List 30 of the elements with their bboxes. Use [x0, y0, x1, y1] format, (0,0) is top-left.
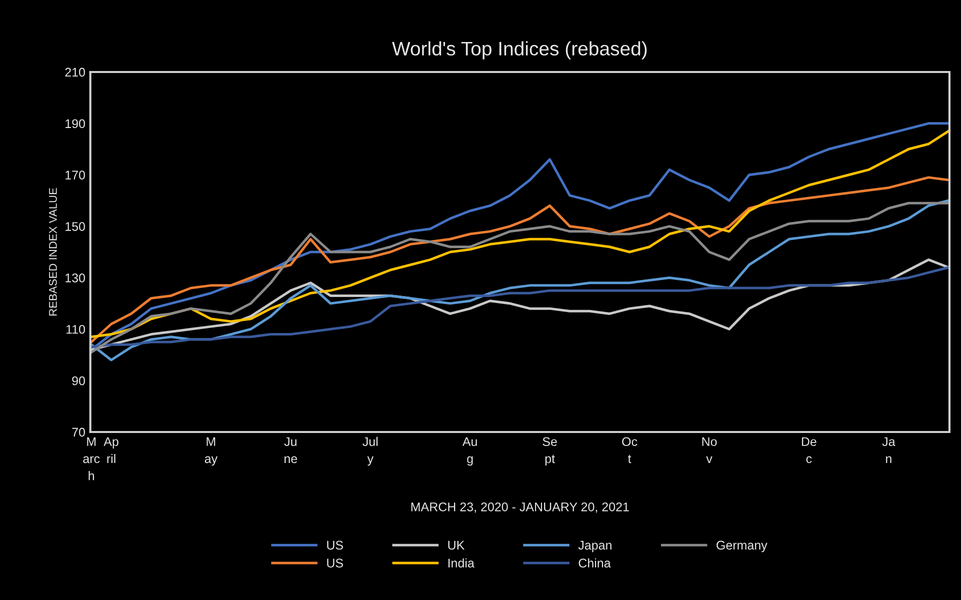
y-tick-label: 130 — [66, 274, 85, 282]
x-tick-label: Oc t — [622, 437, 638, 464]
y-tick-label: 110 — [66, 324, 85, 334]
y-tick-label: 170 — [66, 170, 85, 180]
y-tick-label: 150 — [66, 222, 85, 231]
legend-label: Japan — [578, 540, 612, 552]
line-series — [90, 176, 950, 344]
x-tick-label: M arc h — [83, 437, 100, 480]
legend-label: UK — [448, 540, 465, 550]
x-tick-label: M ay — [204, 437, 218, 466]
x-tick-label: De c — [802, 437, 816, 464]
y-tick-label: 210 — [65, 68, 85, 77]
x-tick-label: Au g — [462, 437, 477, 466]
legend-label: India — [448, 558, 474, 568]
y-tick-label: 190 — [66, 119, 85, 128]
x-tick-label: Jul y — [362, 436, 378, 466]
y-tick-label: 90 — [72, 376, 85, 386]
x-axis-title: MARCH 23, 2020 - JANUARY 20, 2021 — [411, 502, 629, 513]
x-tick-label: Ja n — [882, 437, 896, 464]
x-tick-label: Se pt — [542, 437, 557, 466]
legend-label: US — [327, 558, 343, 568]
x-tick-label: Ap ril — [104, 437, 118, 464]
y-axis-title: REBASED INDEX VALUE — [49, 188, 57, 316]
chart-title: World's Top Indices (rebased) — [392, 41, 647, 60]
y-tick-label: 70 — [72, 428, 85, 437]
legend-label: Germany — [716, 540, 768, 552]
x-tick-label: No v — [702, 437, 717, 464]
legend-label: China — [578, 558, 611, 568]
x-tick-label: Ju ne — [284, 437, 298, 464]
legend-label: US — [327, 540, 343, 550]
